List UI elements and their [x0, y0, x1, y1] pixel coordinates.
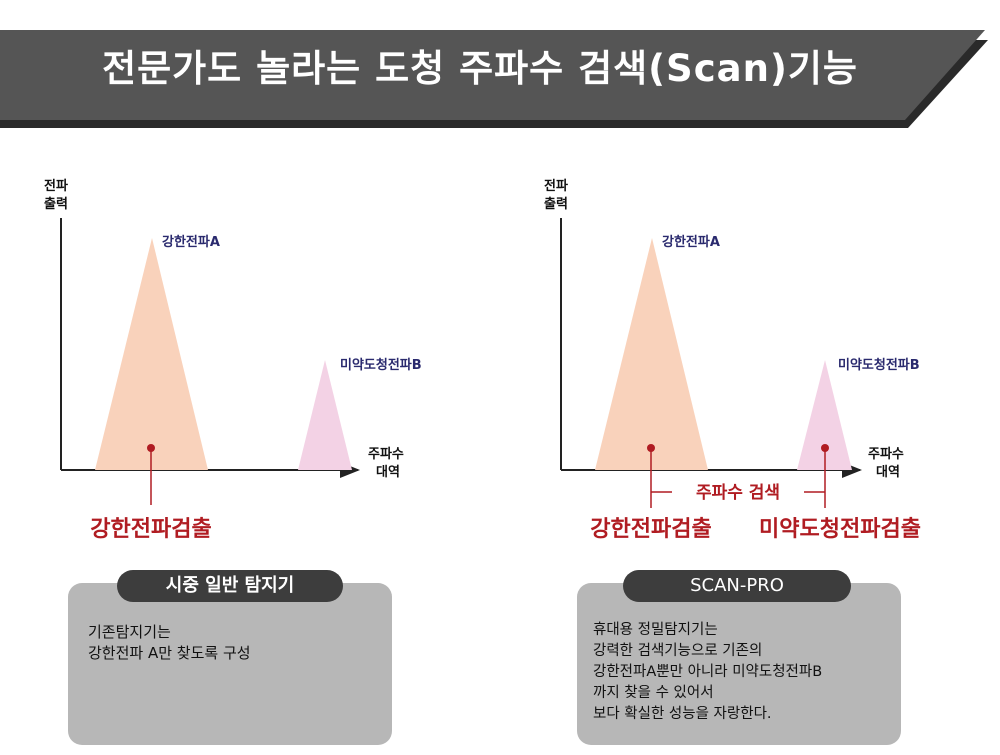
- left-y-axis-label-1: 전파: [44, 178, 68, 194]
- right-box-title: SCAN-PRO: [623, 570, 851, 602]
- right-detection-b-label: 미약도청전파검출: [759, 517, 921, 542]
- left-y-axis-label-2: 출력: [44, 196, 68, 212]
- left-peak-b: [298, 360, 352, 470]
- left-peak-a-label: 강한전파A: [162, 234, 220, 250]
- right-y-axis-label-1: 전파: [544, 178, 568, 194]
- right-x-axis-label-1: 주파수: [868, 447, 904, 462]
- right-peak-a: [595, 238, 708, 470]
- right-detection-a-label: 강한전파검출: [590, 517, 711, 542]
- right-info-box: [577, 583, 901, 745]
- left-peak-a: [95, 238, 208, 470]
- title-banner: 전문가도 놀라는 도청 주파수 검색(Scan)기능: [0, 0, 1000, 135]
- left-x-axis-label-1: 주파수: [368, 447, 404, 462]
- right-peak-b-label: 미약도청전파B: [838, 357, 920, 373]
- left-info-box: [68, 583, 392, 745]
- banner-title: 전문가도 놀라는 도청 주파수 검색(Scan)기능: [102, 47, 858, 90]
- left-box-text: 기존탐지기는 강한전파 A만 찾도록 구성: [88, 623, 251, 662]
- right-peak-b: [797, 360, 852, 470]
- banner-shape: [0, 30, 988, 128]
- right-peak-a-label: 강한전파A: [662, 234, 720, 250]
- right-diagram: 전파 출력 강한전파A 미약도청전파B 주파수 대역 주파수 검색 강한전파검출…: [544, 178, 921, 542]
- right-x-axis-label-2: 대역: [876, 464, 900, 480]
- right-y-axis-label-2: 출력: [544, 196, 568, 212]
- left-diagram: 전파 출력 강한전파A 미약도청전파B 주파수 대역 강한전파검출: [44, 178, 422, 542]
- left-x-axis-label-2: 대역: [376, 464, 400, 480]
- left-peak-b-label: 미약도청전파B: [340, 357, 422, 373]
- scan-label: 주파수 검색: [696, 483, 780, 503]
- right-box-text: 휴대용 정밀탐지기는 강력한 검색기능으로 기존의 강한전파A뿐만 아니라 미약…: [593, 622, 823, 722]
- left-detection-label: 강한전파검출: [90, 517, 211, 542]
- left-box-title: 시중 일반 탐지기: [117, 570, 343, 602]
